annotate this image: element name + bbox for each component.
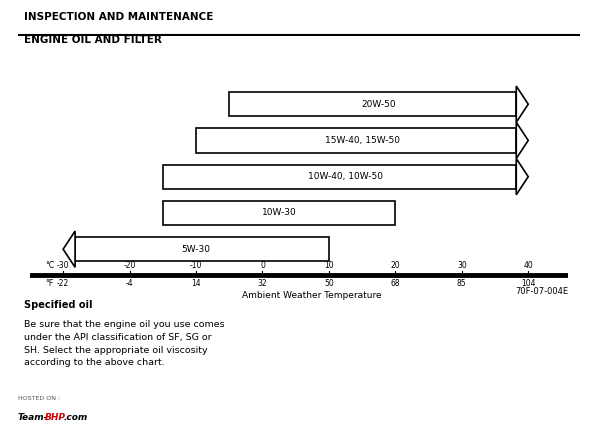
Text: -10: -10 (190, 261, 202, 270)
Text: 68: 68 (390, 279, 400, 288)
FancyBboxPatch shape (229, 92, 516, 116)
Text: HOSTED ON :: HOSTED ON : (18, 396, 60, 401)
Text: 20W-50: 20W-50 (361, 100, 396, 109)
Text: 10: 10 (324, 261, 334, 270)
Text: Be sure that the engine oil you use comes
under the API classification of SF, SG: Be sure that the engine oil you use come… (24, 320, 224, 368)
FancyBboxPatch shape (163, 201, 395, 225)
Text: 40: 40 (523, 261, 533, 270)
Text: °C: °C (45, 261, 54, 270)
FancyBboxPatch shape (163, 164, 516, 189)
Text: 30: 30 (457, 261, 466, 270)
Text: 15W-40, 15W-50: 15W-40, 15W-50 (325, 136, 399, 145)
Text: 104: 104 (521, 279, 535, 288)
Text: 32: 32 (258, 279, 267, 288)
Text: Team-: Team- (18, 412, 48, 422)
Text: 0: 0 (260, 261, 265, 270)
Text: ENGINE OIL AND FILTER: ENGINE OIL AND FILTER (23, 35, 161, 46)
Text: °F: °F (45, 279, 54, 288)
Text: -22: -22 (57, 279, 69, 288)
FancyBboxPatch shape (196, 128, 516, 153)
Text: 85: 85 (457, 279, 466, 288)
Text: 10W-40, 10W-50: 10W-40, 10W-50 (308, 172, 383, 181)
Text: 20: 20 (390, 261, 400, 270)
Text: .com: .com (64, 412, 89, 422)
Polygon shape (63, 231, 75, 267)
Text: 50: 50 (324, 279, 334, 288)
Text: 10W-30: 10W-30 (262, 208, 297, 217)
Text: 14: 14 (191, 279, 201, 288)
Polygon shape (516, 86, 528, 122)
Text: 5W-30: 5W-30 (182, 245, 210, 253)
Text: -4: -4 (126, 279, 133, 288)
Text: BHP: BHP (45, 412, 66, 422)
Text: 70F-07-004E: 70F-07-004E (515, 287, 568, 296)
Text: -20: -20 (123, 261, 136, 270)
Polygon shape (516, 158, 528, 195)
Text: Specified oil: Specified oil (24, 300, 93, 310)
FancyBboxPatch shape (75, 237, 329, 261)
Polygon shape (516, 122, 528, 158)
Text: INSPECTION AND MAINTENANCE: INSPECTION AND MAINTENANCE (23, 12, 213, 22)
Text: -30: -30 (57, 261, 69, 270)
Text: Ambient Weather Temperature: Ambient Weather Temperature (242, 291, 382, 299)
